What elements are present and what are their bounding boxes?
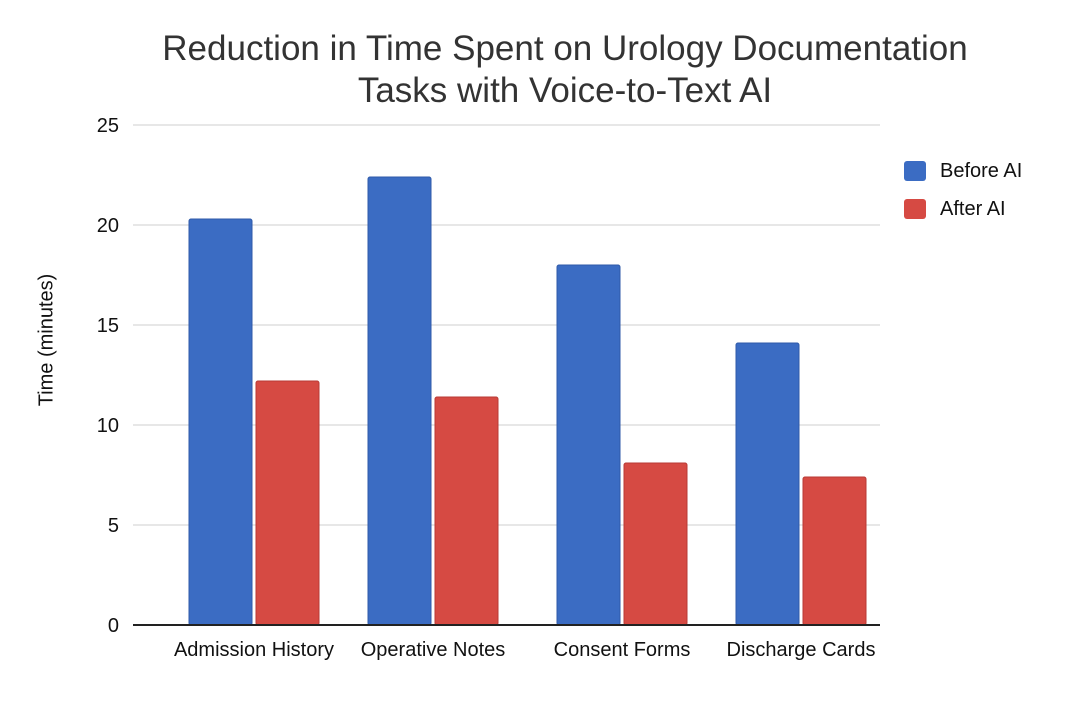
legend-item-after-ai: After AI: [904, 190, 1022, 228]
bar-before-ai-discharge-cards: [735, 342, 800, 626]
y-tick-label-0: 0: [108, 615, 119, 637]
bar-after-ai-discharge-cards: [802, 476, 867, 626]
chart-title: Reduction in Time Spent on Urology Docum…: [0, 28, 1080, 112]
legend: Before AI After AI: [904, 152, 1022, 228]
legend-swatch-after-ai: [904, 199, 926, 219]
y-tick-label-10: 10: [97, 415, 119, 437]
bar-after-ai-consent-forms: [623, 462, 688, 626]
y-tick-label-20: 20: [97, 215, 119, 237]
y-tick-label-15: 15: [97, 315, 119, 337]
y-tick-label-5: 5: [108, 515, 119, 537]
bar-after-ai-admission-history: [255, 380, 320, 626]
x-tick-label-operative-notes: Operative Notes: [361, 639, 506, 661]
y-tick-label-25: 25: [97, 115, 119, 137]
x-tick-label-admission-history: Admission History: [174, 639, 334, 661]
legend-swatch-before-ai: [904, 161, 926, 181]
bar-before-ai-operative-notes: [367, 176, 432, 626]
bar-after-ai-operative-notes: [434, 396, 499, 626]
bar-before-ai-consent-forms: [556, 264, 621, 626]
chart-title-line-2: Tasks with Voice-to-Text AI: [357, 71, 773, 110]
bar-before-ai-admission-history: [188, 218, 253, 626]
x-tick-label-discharge-cards: Discharge Cards: [727, 639, 876, 661]
chart-title-line-1: Reduction in Time Spent on Urology Docum…: [162, 29, 968, 68]
legend-label-after-ai: After AI: [940, 197, 1006, 220]
legend-label-before-ai: Before AI: [940, 159, 1023, 182]
legend-item-before-ai: Before AI: [904, 152, 1022, 190]
x-tick-label-consent-forms: Consent Forms: [554, 639, 691, 661]
